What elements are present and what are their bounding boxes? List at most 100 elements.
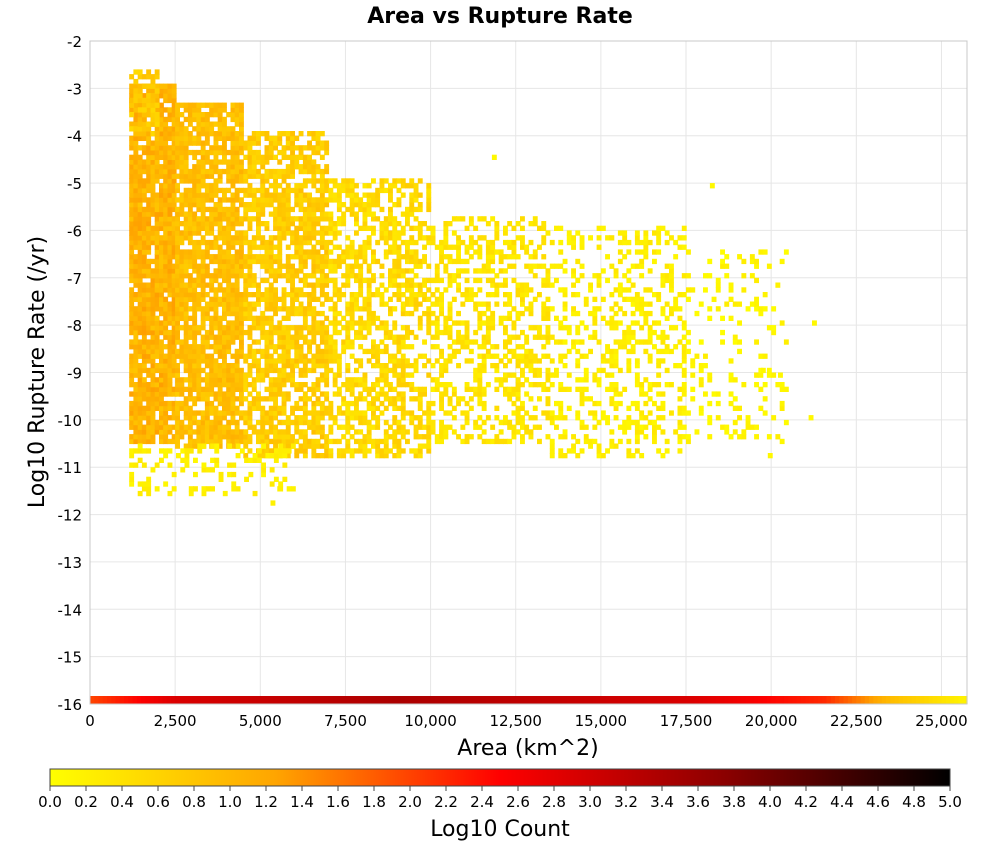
heatmap-cell xyxy=(260,263,266,269)
heatmap-cell xyxy=(277,183,283,189)
heatmap-cell xyxy=(430,225,436,231)
heatmap-cell xyxy=(417,192,423,198)
heatmap-cell xyxy=(426,183,432,189)
heatmap-cell xyxy=(405,438,410,445)
heatmap-cell xyxy=(511,254,517,260)
heatmap-cell xyxy=(447,424,453,430)
heatmap-cell xyxy=(707,377,713,383)
heatmap-cell xyxy=(230,221,236,227)
heatmap-cell xyxy=(592,329,598,336)
heatmap-cell xyxy=(133,145,139,151)
heatmap-cell xyxy=(234,334,240,340)
heatmap-cell xyxy=(332,178,338,184)
heatmap-cell xyxy=(413,296,419,302)
heatmap-cell xyxy=(175,249,180,255)
heatmap-cell xyxy=(400,372,406,378)
heatmap-cell xyxy=(315,377,321,383)
heatmap-cell xyxy=(129,358,135,364)
heatmap-cell xyxy=(133,131,139,137)
heatmap-cell xyxy=(358,273,364,279)
heatmap-cell xyxy=(324,187,330,194)
heatmap-cell xyxy=(375,197,381,203)
heatmap-cell xyxy=(222,296,227,302)
heatmap-cell xyxy=(503,339,508,345)
heatmap-cell xyxy=(558,249,564,255)
heatmap-cell xyxy=(260,183,266,189)
heatmap-cell xyxy=(171,424,177,430)
heatmap-cell xyxy=(311,273,317,279)
heatmap-cell xyxy=(511,225,517,231)
heatmap-cell xyxy=(277,382,283,388)
heatmap-cell xyxy=(379,235,385,241)
heatmap-cell xyxy=(141,83,147,89)
heatmap-cell xyxy=(532,367,538,374)
heatmap-cell xyxy=(596,277,602,284)
heatmap-cell xyxy=(575,415,581,421)
heatmap-cell xyxy=(154,315,160,321)
heatmap-cell xyxy=(159,268,164,274)
heatmap-cell xyxy=(141,287,147,293)
heatmap-cell xyxy=(294,230,300,236)
heatmap-cell xyxy=(298,277,304,284)
heatmap-cell xyxy=(281,206,287,213)
heatmap-cell xyxy=(503,696,508,704)
heatmap-cell xyxy=(159,131,164,137)
heatmap-cell xyxy=(146,112,152,118)
heatmap-cell xyxy=(511,320,517,326)
heatmap-cell xyxy=(558,339,564,345)
heatmap-cell xyxy=(268,192,274,198)
heatmap-cell xyxy=(392,453,398,459)
heatmap-cell xyxy=(264,358,270,364)
heatmap-cell xyxy=(336,363,342,369)
heatmap-cell xyxy=(187,197,193,203)
heatmap-cell xyxy=(443,221,449,227)
heatmap-cell xyxy=(468,696,474,704)
heatmap-cell xyxy=(622,429,628,435)
heatmap-cell xyxy=(192,173,198,179)
heatmap-cell xyxy=(494,235,500,241)
heatmap-cell xyxy=(159,282,164,288)
heatmap-cell xyxy=(579,273,585,279)
heatmap-cell xyxy=(285,258,291,265)
heatmap-cell xyxy=(222,197,227,203)
heatmap-cell xyxy=(707,400,713,407)
heatmap-cell xyxy=(217,296,223,302)
heatmap-cell xyxy=(281,410,287,416)
heatmap-cell xyxy=(146,410,152,416)
heatmap-cell xyxy=(183,159,189,165)
heatmap-cell xyxy=(541,239,547,246)
heatmap-cell xyxy=(545,230,551,236)
heatmap-cell xyxy=(507,296,513,302)
heatmap-cell xyxy=(200,438,206,445)
heatmap-cell xyxy=(230,216,236,222)
heatmap-cell xyxy=(515,429,521,435)
heatmap-cell xyxy=(264,145,270,151)
heatmap-cell xyxy=(234,419,240,426)
heatmap-cell xyxy=(217,329,223,336)
heatmap-cell xyxy=(171,126,177,132)
heatmap-cell xyxy=(150,112,156,118)
heatmap-cell xyxy=(362,249,368,255)
heatmap-cell xyxy=(405,310,410,317)
heatmap-cell xyxy=(669,287,674,293)
heatmap-cell xyxy=(358,254,364,260)
heatmap-cell xyxy=(532,221,538,227)
heatmap-cell xyxy=(251,154,257,160)
heatmap-cell xyxy=(808,415,814,421)
heatmap-cell xyxy=(167,448,173,454)
heatmap-cell xyxy=(163,206,169,213)
heatmap-cell xyxy=(281,443,287,449)
heatmap-cell xyxy=(273,296,278,302)
heatmap-cell xyxy=(307,410,312,416)
heatmap-cell xyxy=(230,386,236,392)
heatmap-cell xyxy=(298,268,304,274)
heatmap-cell xyxy=(732,339,738,345)
heatmap-cell xyxy=(256,258,261,265)
heatmap-cell xyxy=(379,386,385,392)
heatmap-cell xyxy=(341,292,347,298)
heatmap-cell xyxy=(715,306,721,312)
heatmap-cell xyxy=(349,301,355,307)
heatmap-cell xyxy=(549,415,555,421)
heatmap-cell xyxy=(349,178,355,184)
heatmap-cell xyxy=(345,438,351,445)
